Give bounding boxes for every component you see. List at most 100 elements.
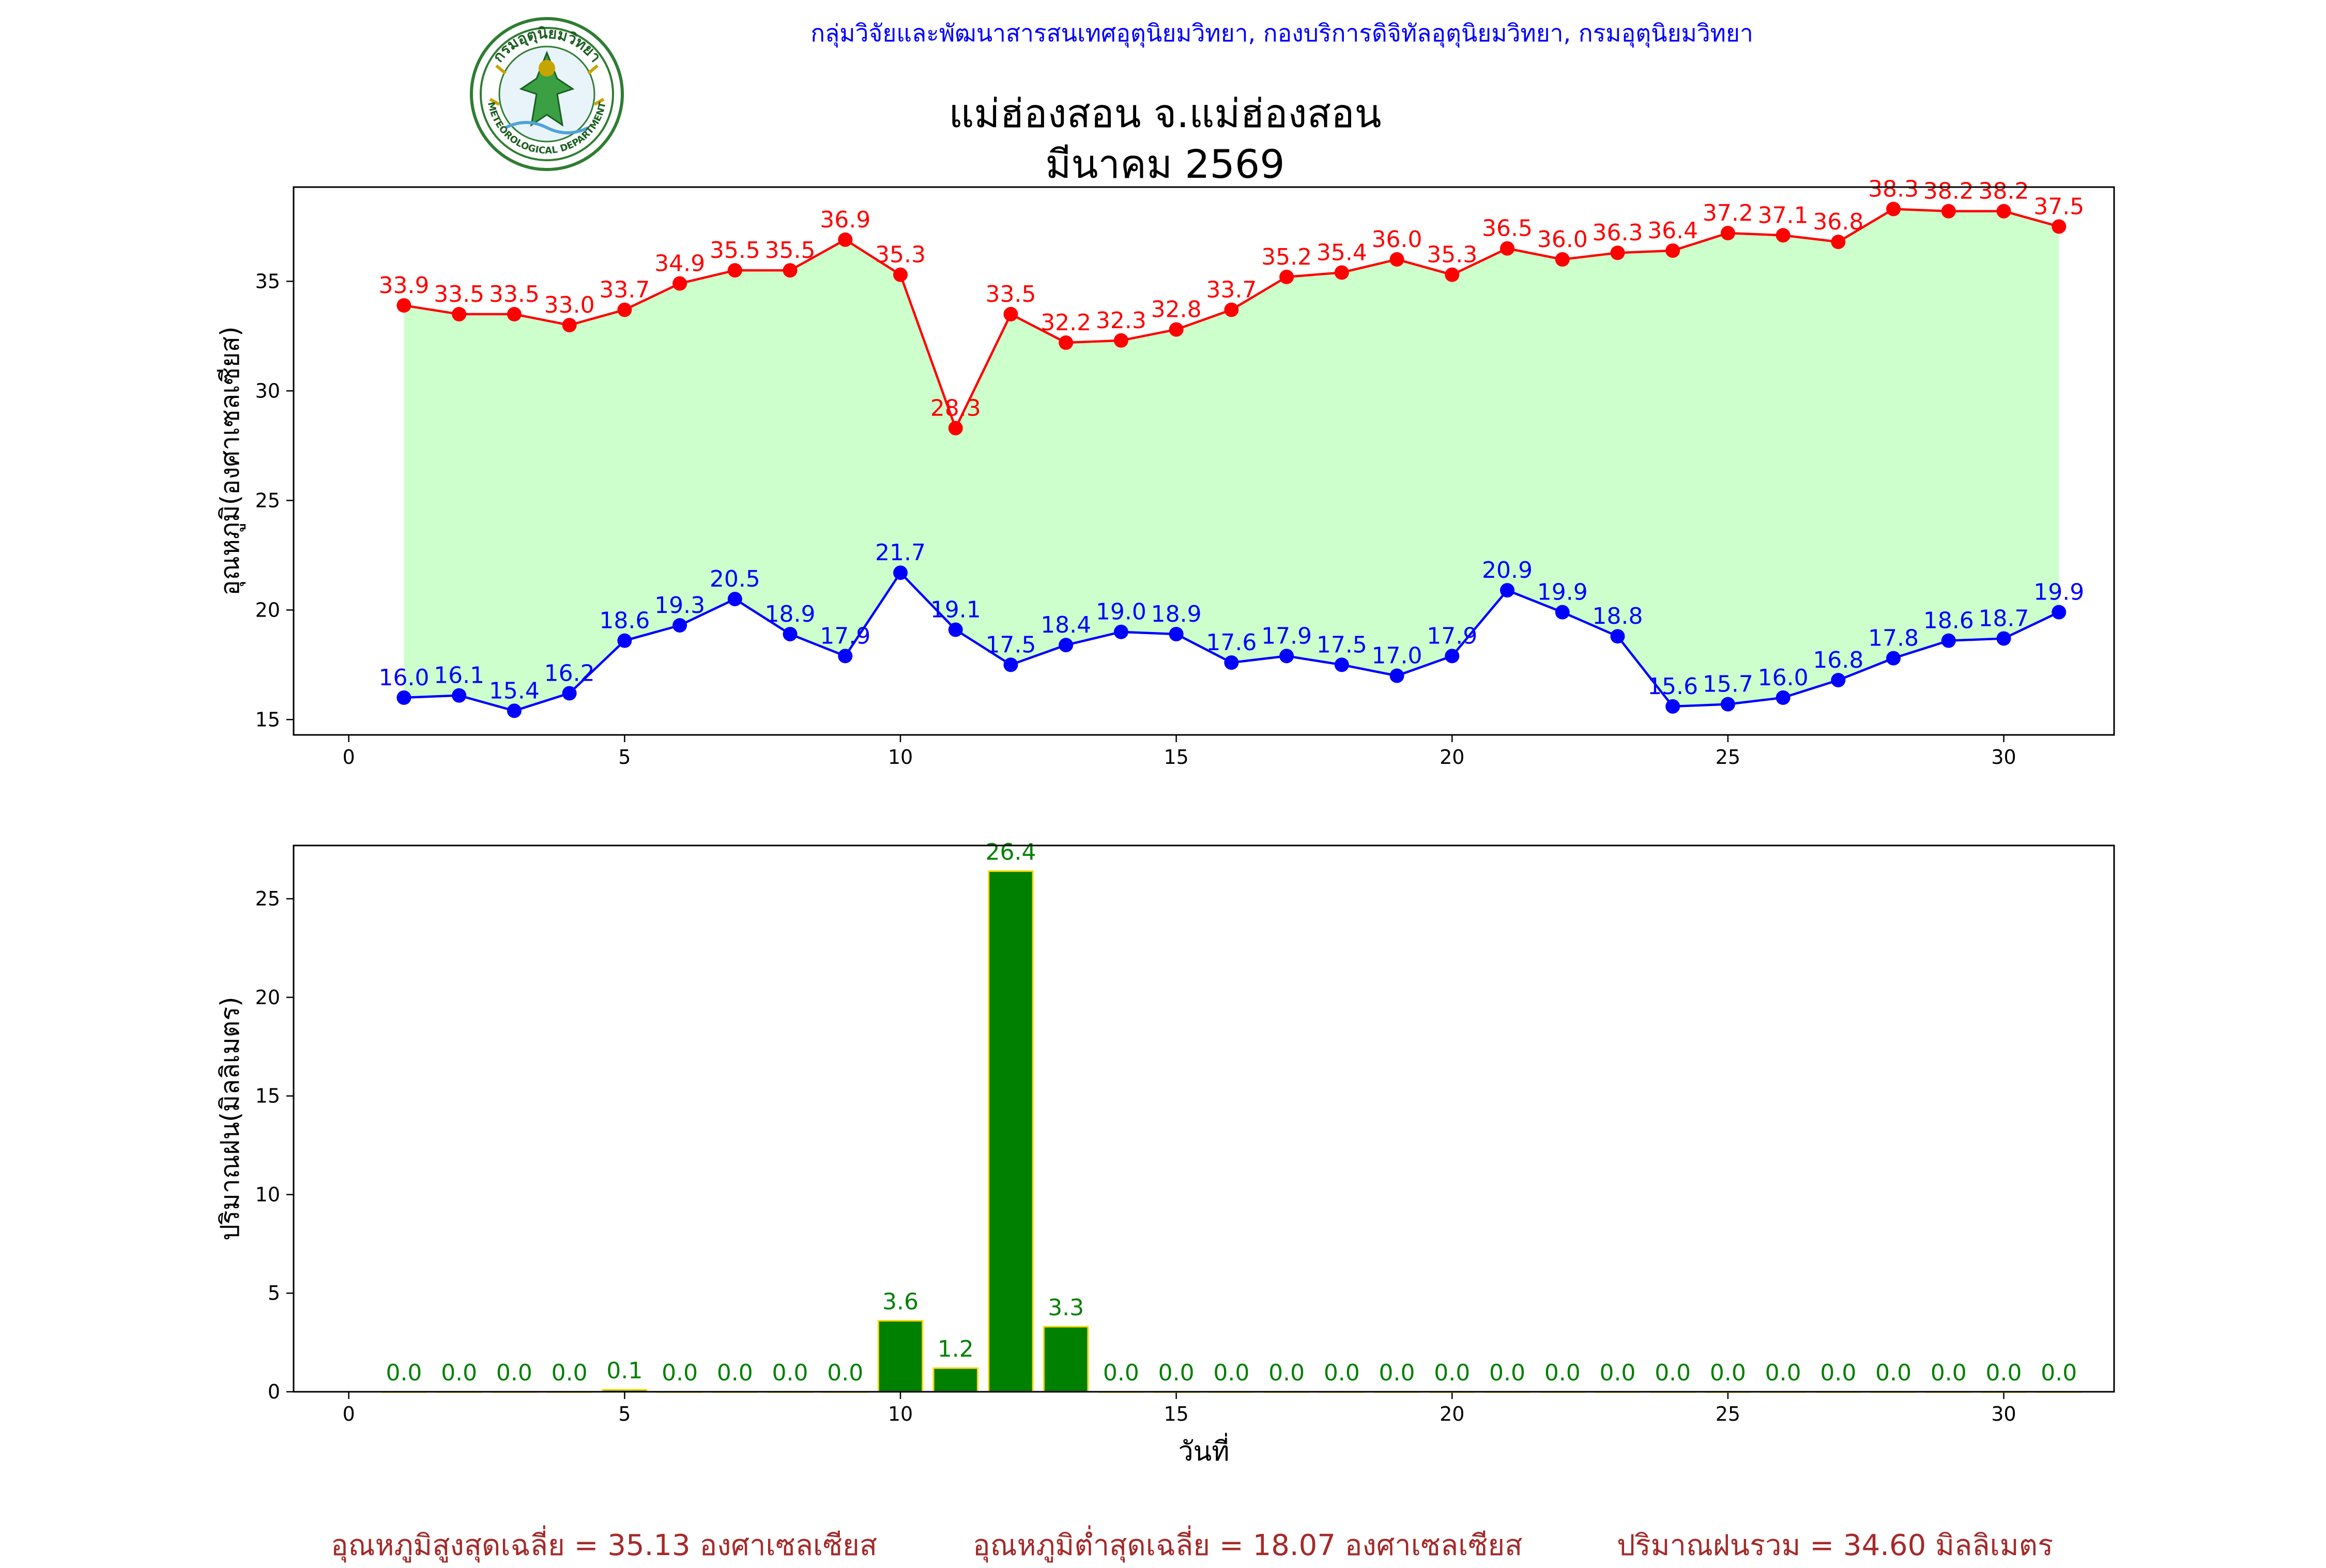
rain-data-label: 0.0	[1820, 1360, 1856, 1386]
y-tick-label: 25	[255, 887, 280, 910]
rain-data-label: 0.0	[496, 1360, 532, 1386]
min-temp-data-label: 18.7	[1979, 605, 2029, 632]
rainfall-plot-frame	[293, 844, 2115, 1393]
max-temp-point	[1389, 252, 1404, 267]
max-temp-point	[617, 302, 632, 317]
max-temp-point	[1445, 267, 1460, 282]
min-temp-point	[1113, 624, 1128, 639]
rain-data-label: 0.0	[552, 1360, 588, 1386]
y-tick-label: 15	[255, 708, 280, 731]
max-temp-point	[1886, 202, 1901, 217]
x-tick-label: 15	[1164, 746, 1188, 768]
max-temp-data-label: 36.8	[1813, 209, 1863, 235]
min-temp-point	[672, 618, 687, 633]
y-tick-label: 20	[255, 986, 280, 1009]
x-tick-label: 5	[618, 1403, 631, 1425]
y-tick-label: 25	[255, 489, 280, 512]
summary-avg-max: อุณหภูมิสูงสุดเฉลี่ย = 35.13 องศาเซลเซีย…	[331, 1529, 878, 1562]
min-temp-data-label: 20.9	[1482, 557, 1533, 583]
max-temp-point	[1555, 252, 1570, 267]
x-tick-label: 15	[1164, 1403, 1188, 1425]
min-temp-data-label: 17.5	[1317, 632, 1367, 658]
min-temp-point	[1665, 699, 1680, 714]
min-temp-point	[1831, 673, 1846, 687]
rain-data-label: 0.0	[386, 1360, 422, 1386]
x-tick-label: 25	[1716, 1403, 1740, 1425]
rain-data-label: 0.0	[2041, 1360, 2077, 1386]
x-tick-label: 30	[1991, 1403, 2016, 1425]
temperature-range-fill	[404, 209, 2059, 711]
x-tick-label: 0	[343, 746, 355, 768]
min-temp-data-label: 19.9	[2033, 579, 2084, 606]
min-temp-point	[1776, 690, 1791, 705]
rain-data-label: 0.0	[1986, 1360, 2022, 1386]
rain-data-label: 0.0	[1544, 1360, 1581, 1386]
max-temp-point	[672, 276, 687, 291]
x-tick-label: 20	[1440, 746, 1464, 768]
rain-bar	[1043, 1326, 1089, 1393]
rain-data-label: 0.0	[1213, 1360, 1249, 1386]
min-temp-data-label: 17.0	[1372, 643, 1422, 669]
min-temp-point	[1720, 697, 1735, 712]
rain-data-label: 0.0	[441, 1360, 477, 1386]
min-temp-data-label: 17.8	[1868, 625, 1919, 652]
min-temp-point	[1941, 633, 1956, 648]
rain-data-label: 0.0	[662, 1360, 698, 1386]
min-temp-data-label: 16.0	[1758, 665, 1809, 691]
max-temp-data-label: 38.3	[1868, 176, 1919, 202]
min-temp-data-label: 18.6	[1923, 608, 1974, 634]
min-temp-data-label: 17.9	[1427, 623, 1477, 649]
min-temp-point	[562, 686, 577, 701]
min-temp-point	[617, 633, 632, 648]
max-temp-data-label: 36.0	[1372, 226, 1422, 253]
rain-bar	[988, 870, 1034, 1393]
max-temp-data-label: 28.3	[930, 395, 981, 421]
y-tick-label: 5	[268, 1282, 280, 1304]
min-temp-point	[1389, 668, 1404, 683]
x-tick-label: 20	[1440, 1403, 1464, 1425]
max-temp-point	[727, 263, 742, 278]
rain-data-label: 0.0	[772, 1360, 808, 1386]
min-temp-data-label: 18.6	[599, 608, 650, 634]
rain-data-label: 1.2	[938, 1336, 974, 1362]
min-temp-data-label: 18.9	[765, 601, 816, 627]
max-temp-point	[2052, 219, 2067, 234]
min-temp-data-label: 17.9	[1261, 623, 1312, 649]
rain-data-label: 26.4	[985, 839, 1036, 866]
max-temp-data-label: 37.1	[1758, 202, 1809, 228]
min-temp-point	[1500, 583, 1514, 598]
rainfall-chart: 0 5 10 15 20 25 30 0 5 10 15 20 25 0.0 0.0 0.0 0.0 0.1 0.0…	[215, 839, 2115, 1467]
max-temp-point	[507, 306, 522, 321]
min-temp-point	[1445, 649, 1460, 664]
max-temp-point	[1500, 241, 1514, 256]
max-temp-data-label: 37.2	[1703, 200, 1753, 226]
min-temp-data-label: 20.5	[710, 566, 760, 592]
x-tick-label: 10	[888, 746, 913, 768]
x-tick-label: 5	[618, 746, 631, 768]
max-temp-data-label: 36.4	[1647, 218, 1698, 244]
max-temp-data-label: 35.2	[1261, 244, 1312, 270]
min-temp-data-label: 21.7	[875, 540, 926, 566]
rainfall-y-axis-label: ปริมาณฝน(มิลลิเมตร)	[215, 996, 245, 1240]
rain-data-label: 0.0	[1268, 1360, 1305, 1386]
min-temp-data-label: 16.1	[434, 663, 484, 689]
min-temp-data-label: 16.0	[378, 665, 429, 691]
max-temp-data-label: 32.8	[1151, 297, 1202, 323]
max-temp-data-label: 36.3	[1592, 220, 1643, 246]
max-temp-point	[1334, 265, 1349, 280]
min-temp-data-label: 16.8	[1813, 647, 1863, 673]
rain-data-label: 0.0	[827, 1360, 863, 1386]
min-temp-point	[1996, 631, 2011, 646]
max-temp-data-label: 36.0	[1537, 226, 1588, 253]
max-temp-data-label: 34.9	[654, 251, 705, 277]
min-temp-data-label: 18.4	[1040, 612, 1091, 638]
min-temp-data-label: 15.4	[489, 678, 540, 704]
max-temp-point	[1279, 269, 1294, 284]
max-temp-data-label: 33.0	[544, 292, 595, 318]
min-temp-data-label: 19.3	[654, 592, 705, 619]
max-temp-point	[783, 263, 798, 278]
min-temp-data-label: 19.9	[1537, 579, 1588, 606]
min-temp-point	[948, 622, 963, 637]
department-logo: กรมอุตุนิยมวิทยา METEOROLOGICAL DEPARTME…	[470, 17, 624, 171]
